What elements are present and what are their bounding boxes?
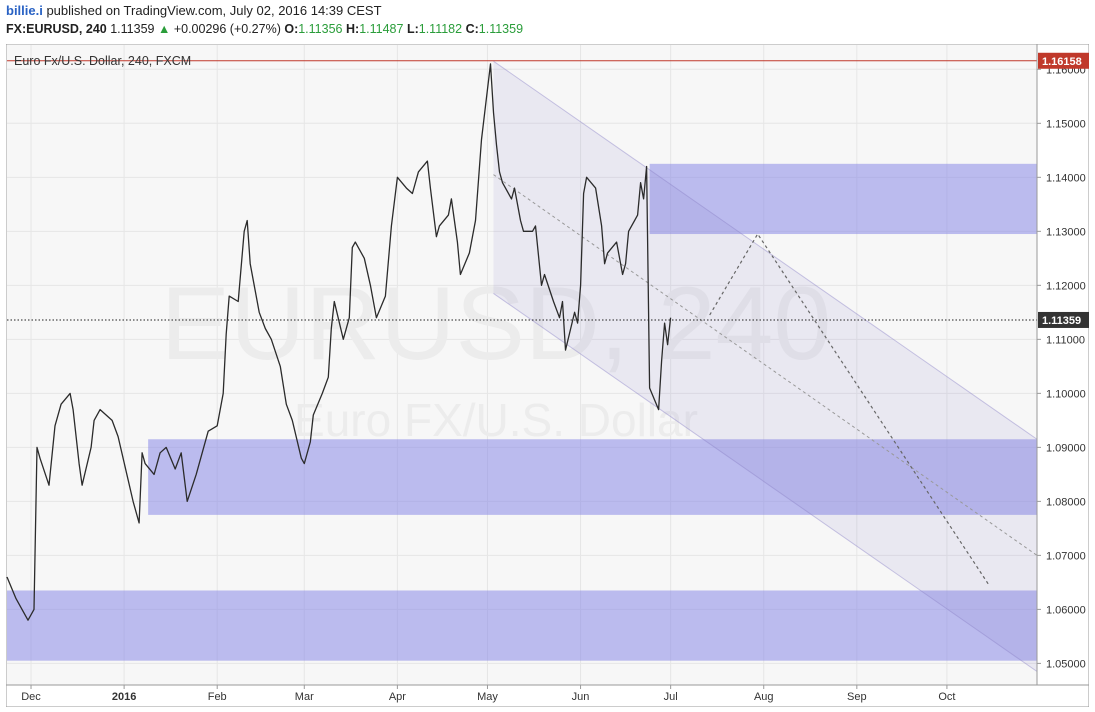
open-value: 1.11356 — [298, 22, 343, 36]
chart-header: billie.i published on TradingView.com, J… — [0, 0, 1095, 44]
symbol-label[interactable]: FX:EURUSD, 240 — [6, 22, 107, 36]
channel-layer — [493, 60, 1038, 672]
price-tick-label: 1.08000 — [1046, 496, 1086, 508]
symbol-info-line: FX:EURUSD, 240 1.11359 ▲ +0.00296 (+0.27… — [6, 22, 523, 36]
high-value: 1.11487 — [359, 22, 404, 36]
channel-lower-line[interactable] — [493, 293, 1038, 672]
channel-upper-line[interactable] — [493, 60, 1038, 440]
support-resistance-zone[interactable] — [7, 590, 1037, 661]
author-link[interactable]: billie.i — [6, 3, 43, 18]
time-tick-label: 2016 — [112, 691, 136, 703]
last-price: 1.11359 — [110, 22, 155, 36]
watermark-symbol: EURUSD, 240 — [161, 266, 831, 382]
time-tick-label: May — [477, 691, 498, 703]
projection-layer — [709, 232, 990, 586]
price-tick-label: 1.07000 — [1046, 550, 1086, 562]
time-tick-label: Jul — [664, 691, 678, 703]
time-tick-label: Aug — [754, 691, 774, 703]
series-layer — [6, 63, 672, 621]
price-tick-label: 1.12000 — [1046, 280, 1086, 292]
low-value: 1.11182 — [418, 22, 463, 36]
regression-channel-fill[interactable] — [493, 61, 1037, 672]
time-tick-label: Sep — [847, 691, 867, 703]
watermark-name: Euro FX/U.S. Dollar — [294, 394, 698, 446]
price-chart[interactable]: EURUSD, 240 Euro FX/U.S. Dollar 1.160001… — [5, 43, 1090, 708]
resistance-price-tag — [1038, 52, 1089, 69]
price-tick-label: 1.06000 — [1046, 604, 1086, 616]
price-tick-label: 1.15000 — [1046, 118, 1086, 130]
price-tick-label: 1.14000 — [1046, 172, 1086, 184]
time-tick-label: Jun — [572, 691, 590, 703]
low-label: L: — [406, 22, 419, 36]
published-text: published on TradingView.com, July 02, 2… — [42, 3, 382, 18]
time-tick-label: Dec — [21, 691, 41, 703]
price-tick-label: 1.09000 — [1046, 442, 1086, 454]
chart-title: Euro Fx/U.S. Dollar, 240, FXCM — [14, 54, 191, 68]
plot-background — [7, 45, 1037, 685]
publication-line: billie.i published on TradingView.com, J… — [6, 3, 382, 18]
chart-area[interactable]: EURUSD, 240 Euro FX/U.S. Dollar 1.16000 1… — [5, 43, 1090, 708]
price-tick-label: 1.13000 — [1046, 226, 1086, 238]
channel-median-line[interactable] — [493, 174, 1038, 556]
time-tick-label: Oct — [938, 691, 955, 703]
close-label: C: — [465, 22, 479, 36]
watermark: EURUSD, 240 Euro FX/U.S. Dollar — [161, 266, 831, 446]
price-change: +0.00296 (+0.27%) — [173, 22, 281, 36]
projected-path-line[interactable] — [709, 232, 990, 586]
price-tick-label: 1.10000 — [1046, 388, 1086, 400]
current-price-tag — [1038, 311, 1089, 328]
time-tick-label: Feb — [208, 691, 227, 703]
resistance-price-label: 1.16158 — [1042, 56, 1082, 68]
zones-layer — [7, 163, 1037, 661]
current-price-label: 1.11359 — [1042, 315, 1081, 327]
price-axis[interactable]: 1.160001.150001.140001.130001.120001.110… — [1037, 52, 1089, 671]
time-tick-label: Mar — [295, 691, 314, 703]
high-label: H: — [345, 22, 360, 36]
time-axis[interactable]: Dec 2016 Feb Mar Apr May Jun Jul Aug Sep Oct — [21, 685, 955, 703]
change-arrow-icon: ▲ — [157, 22, 171, 36]
price-tick-label: 1.11000 — [1046, 334, 1085, 346]
time-tick-label: Apr — [389, 691, 406, 703]
hlines-layer — [7, 60, 1037, 321]
price-tick-label: 1.05000 — [1046, 658, 1086, 670]
close-value: 1.11359 — [478, 22, 524, 36]
price-series-line[interactable] — [6, 63, 672, 621]
support-resistance-zone[interactable] — [649, 163, 1037, 235]
open-label: O: — [284, 22, 299, 36]
